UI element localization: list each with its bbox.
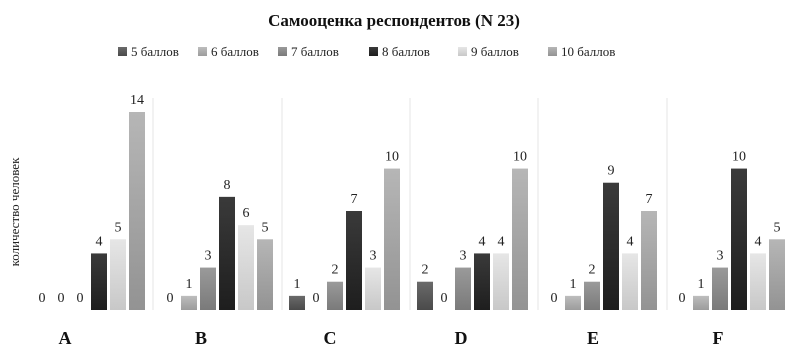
- legend-swatch: [198, 47, 207, 56]
- bar: [750, 253, 766, 310]
- legend-item: 5 баллов: [118, 44, 179, 59]
- legend-swatch: [118, 47, 127, 56]
- data-label: 3: [205, 249, 212, 264]
- data-label: 8: [224, 178, 231, 193]
- legend-swatch: [458, 47, 467, 56]
- bar: [238, 225, 254, 310]
- legend-label: 7 баллов: [291, 44, 339, 59]
- category-label: B: [195, 328, 207, 348]
- bar: [110, 239, 126, 310]
- bar: [512, 168, 528, 310]
- legend-label: 10 баллов: [561, 44, 615, 59]
- panel-dividers: [152, 98, 668, 310]
- data-label: 7: [646, 192, 653, 207]
- data-label: 14: [130, 93, 144, 108]
- chart-title: Самооценка респондентов (N 23): [268, 11, 520, 30]
- data-label: 4: [479, 234, 486, 249]
- data-label: 3: [460, 249, 467, 264]
- bar: [603, 182, 619, 310]
- category-label: D: [455, 328, 468, 348]
- legend-item: 10 баллов: [548, 44, 615, 59]
- legend-item: 6 баллов: [198, 44, 259, 59]
- legend: 5 баллов 6 баллов 7 баллов 8 баллов 9 баллов…: [118, 44, 615, 59]
- data-label: 1: [294, 277, 301, 292]
- legend-swatch: [278, 47, 287, 56]
- bar: [181, 295, 197, 310]
- bar: [417, 281, 433, 310]
- bar: [327, 281, 343, 310]
- legend-item: 9 баллов: [458, 44, 519, 59]
- data-label: 10: [732, 150, 746, 165]
- data-label: 9: [608, 164, 615, 179]
- legend-swatch: [548, 47, 557, 56]
- bar: [493, 253, 509, 310]
- bar: [91, 253, 107, 310]
- data-label: 1: [570, 277, 577, 292]
- legend-label: 8 баллов: [382, 44, 430, 59]
- data-label: 0: [77, 291, 84, 306]
- data-label: 0: [58, 291, 65, 306]
- bar: [769, 239, 785, 310]
- data-label: 0: [313, 291, 320, 306]
- bars: [91, 112, 785, 310]
- data-label: 4: [498, 234, 505, 249]
- category-label: A: [59, 328, 72, 348]
- bar: [257, 239, 273, 310]
- legend-item: 8 баллов: [369, 44, 430, 59]
- data-label: 6: [243, 206, 250, 221]
- data-label: 5: [774, 220, 781, 235]
- bar: [584, 281, 600, 310]
- data-label: 7: [351, 192, 358, 207]
- bar: [474, 253, 490, 310]
- category-label: F: [713, 328, 724, 348]
- bar: [384, 168, 400, 310]
- bar: [731, 168, 747, 310]
- data-label: 4: [627, 234, 634, 249]
- data-label: 2: [422, 263, 429, 278]
- data-label: 10: [513, 150, 527, 165]
- bar: [346, 211, 362, 310]
- data-label: 1: [186, 277, 193, 292]
- bar: [219, 196, 235, 310]
- bar: [641, 211, 657, 310]
- bar: [622, 253, 638, 310]
- data-label: 1: [698, 277, 705, 292]
- legend-label: 6 баллов: [211, 44, 259, 59]
- bar: [365, 267, 381, 310]
- category-label: C: [324, 328, 337, 348]
- legend-swatch: [369, 47, 378, 56]
- legend-label: 9 баллов: [471, 44, 519, 59]
- data-label: 2: [332, 263, 339, 278]
- data-label: 0: [551, 291, 558, 306]
- bar: [455, 267, 471, 310]
- data-label: 5: [262, 220, 269, 235]
- bar: [693, 295, 709, 310]
- data-label: 4: [755, 234, 762, 249]
- bar: [712, 267, 728, 310]
- data-label: 10: [385, 150, 399, 165]
- data-label: 2: [589, 263, 596, 278]
- legend-item: 7 баллов: [278, 44, 339, 59]
- data-label: 0: [39, 291, 46, 306]
- y-axis-label: количество человек: [7, 157, 22, 266]
- bar: [200, 267, 216, 310]
- data-label: 5: [115, 220, 122, 235]
- bar: [565, 295, 581, 310]
- data-label: 0: [679, 291, 686, 306]
- data-label: 0: [441, 291, 448, 306]
- legend-label: 5 баллов: [131, 44, 179, 59]
- data-label: 4: [96, 234, 103, 249]
- category-label: E: [587, 328, 599, 348]
- data-label: 0: [167, 291, 174, 306]
- bar: [129, 112, 145, 310]
- data-label: 3: [370, 249, 377, 264]
- data-label: 3: [717, 249, 724, 264]
- category-labels: A B C D E F: [59, 328, 724, 348]
- bar: [289, 295, 305, 310]
